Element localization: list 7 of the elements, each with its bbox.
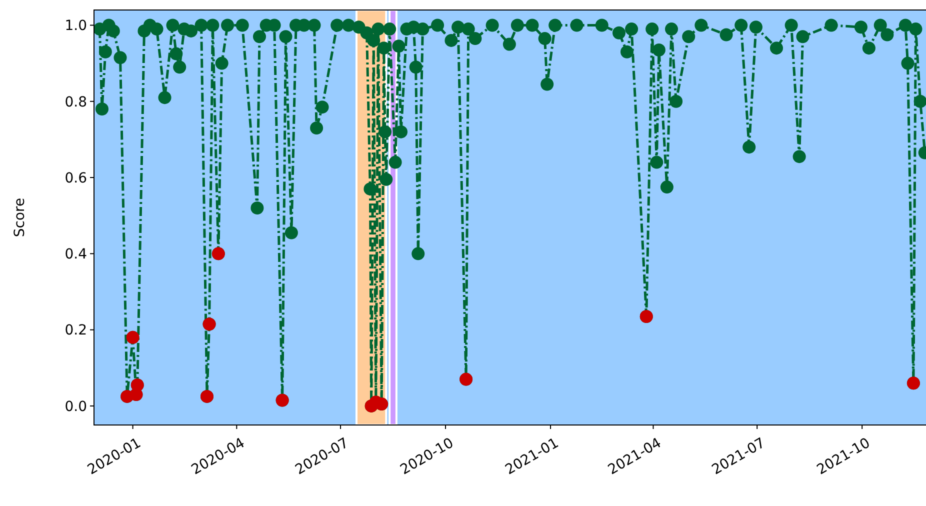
y-tick-label: 0.0	[64, 398, 87, 415]
y-axis-title: Score	[12, 198, 28, 238]
y-tick-label: 0.4	[64, 246, 88, 263]
y-tick-label: 0.8	[64, 94, 87, 110]
y-tick-label: 0.6	[64, 170, 88, 186]
y-tick-label: 0.2	[64, 322, 87, 339]
y-tick-label: 1.0	[64, 18, 87, 34]
